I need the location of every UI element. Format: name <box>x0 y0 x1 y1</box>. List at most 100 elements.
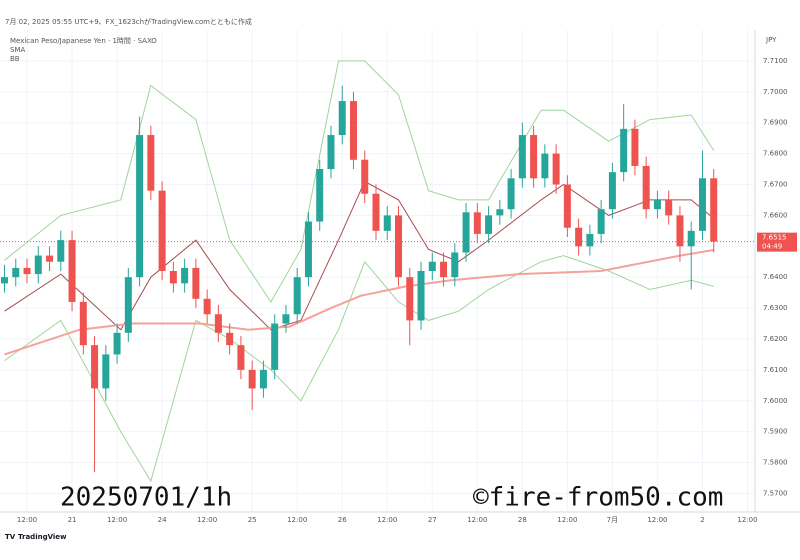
candle-body <box>383 215 391 231</box>
candle-body <box>1 277 9 284</box>
candle-body <box>349 101 357 160</box>
candle-body <box>620 128 628 173</box>
candle-body <box>282 314 290 324</box>
candle-body <box>552 153 560 185</box>
candle-body <box>79 301 87 346</box>
x-tick-label: 12:00 <box>197 516 217 524</box>
x-tick-label: 12:00 <box>287 516 307 524</box>
bb-lower <box>4 255 714 483</box>
candle-body <box>304 221 312 278</box>
candle-body <box>676 215 684 247</box>
candle-body <box>316 169 324 222</box>
candle-body <box>203 298 211 315</box>
candle-body <box>518 135 526 179</box>
y-tick-label: 7.6000 <box>763 397 788 405</box>
x-tick-label: 7月 <box>607 516 618 524</box>
candle-body <box>361 159 369 194</box>
y-tick-label: 7.5900 <box>763 428 788 436</box>
candle-body <box>485 215 493 234</box>
candle-body <box>665 199 673 216</box>
candle-body <box>181 267 189 284</box>
y-tick-label: 7.5800 <box>763 459 788 467</box>
candle-body <box>23 267 31 275</box>
x-tick-label: 12:00 <box>647 516 667 524</box>
footer-logo: TV <box>5 533 16 541</box>
y-tick-label: 7.7000 <box>763 88 788 96</box>
candle-body <box>428 261 436 271</box>
candle-body <box>563 184 571 228</box>
candle-body <box>91 345 99 389</box>
last-price-label: 7.6515 <box>762 234 787 242</box>
candle-body <box>271 323 279 370</box>
candle-body <box>12 267 20 278</box>
x-tick-label: 12:00 <box>17 516 37 524</box>
candle-body <box>136 135 144 278</box>
candle-body <box>293 277 301 315</box>
footer-brand: TradingView <box>18 533 67 541</box>
candle-body <box>147 135 155 191</box>
candle-body <box>631 128 639 166</box>
chart-title: Mexican Peso/Japanese Yen · 1時間 · SAXO <box>10 37 157 45</box>
currency: JPY <box>765 36 777 44</box>
candle-body <box>586 233 594 247</box>
countdown: 04:49 <box>762 243 782 251</box>
candle-body <box>372 193 380 231</box>
candle-body <box>192 267 200 299</box>
candle-body <box>169 271 177 284</box>
candle-body <box>451 252 459 278</box>
candle-body <box>226 332 234 346</box>
last-price-tag <box>757 232 797 252</box>
copyright: ©fire-from50.com <box>473 483 723 513</box>
y-tick-label: 7.6400 <box>763 273 788 281</box>
x-tick-label: 24 <box>158 516 167 524</box>
candle-body <box>541 153 549 179</box>
y-tick-label: 7.5700 <box>763 489 788 497</box>
candle-body <box>259 369 267 389</box>
candle-body <box>653 199 661 210</box>
candle-body <box>338 101 346 136</box>
candle-body <box>57 240 65 262</box>
header: 7月 02, 2025 05:55 UTC+9、FX_1623chがTradin… <box>5 17 252 26</box>
x-tick-label: 2 <box>700 516 704 524</box>
candle-body <box>496 209 504 216</box>
y-tick-label: 7.6200 <box>763 335 788 343</box>
candle-body <box>214 314 222 333</box>
indicator-label: BB <box>10 55 20 63</box>
candle-body <box>687 230 695 247</box>
y-tick-label: 7.6900 <box>763 119 788 127</box>
y-tick-label: 7.6700 <box>763 180 788 188</box>
candle-body <box>395 215 403 278</box>
candle-body <box>608 172 616 210</box>
y-tick-label: 7.6300 <box>763 304 788 312</box>
candle-body <box>473 212 481 234</box>
candle-body <box>237 345 245 370</box>
candle-body <box>642 165 650 210</box>
candle-body <box>462 212 470 253</box>
x-tick-label: 27 <box>428 516 437 524</box>
y-tick-label: 7.7100 <box>763 57 788 65</box>
x-tick-label: 12:00 <box>737 516 757 524</box>
y-tick-label: 7.6100 <box>763 366 788 374</box>
bb-upper <box>4 60 715 303</box>
x-tick-label: 12:00 <box>377 516 397 524</box>
x-tick-label: 12:00 <box>107 516 127 524</box>
candle-body <box>507 178 515 210</box>
y-tick-label: 7.6800 <box>763 150 788 158</box>
x-tick-label: 25 <box>248 516 257 524</box>
candle-body <box>124 277 132 333</box>
x-tick-label: 21 <box>68 516 77 524</box>
candle-body <box>327 135 335 170</box>
candle-body <box>102 354 110 389</box>
candle-body <box>248 369 256 389</box>
candle-body <box>530 135 538 179</box>
y-tick-label: 7.6600 <box>763 211 788 219</box>
candle-body <box>575 227 583 247</box>
candle-body <box>710 178 718 242</box>
watermark: 20250701/1h <box>60 483 232 513</box>
indicator-label: SMA <box>10 46 25 54</box>
candle-body <box>68 240 76 302</box>
x-tick-label: 12:00 <box>467 516 487 524</box>
candle-body <box>417 271 425 321</box>
